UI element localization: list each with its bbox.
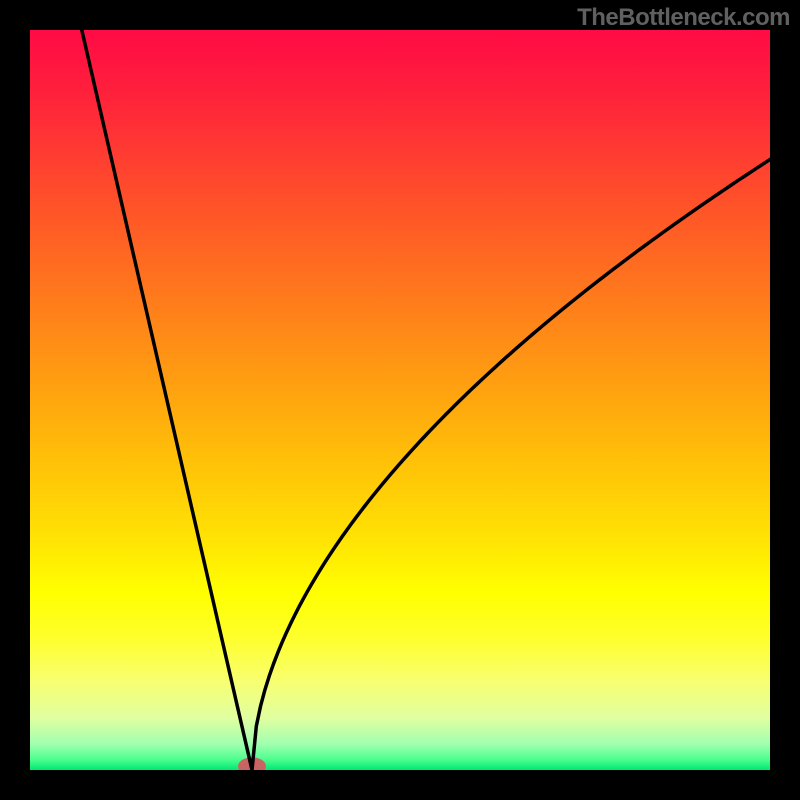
gradient-background	[30, 30, 770, 770]
watermark-text: TheBottleneck.com	[577, 4, 790, 32]
chart-container: TheBottleneck.com	[0, 0, 800, 800]
plot-area	[30, 30, 770, 770]
plot-svg	[30, 30, 770, 770]
